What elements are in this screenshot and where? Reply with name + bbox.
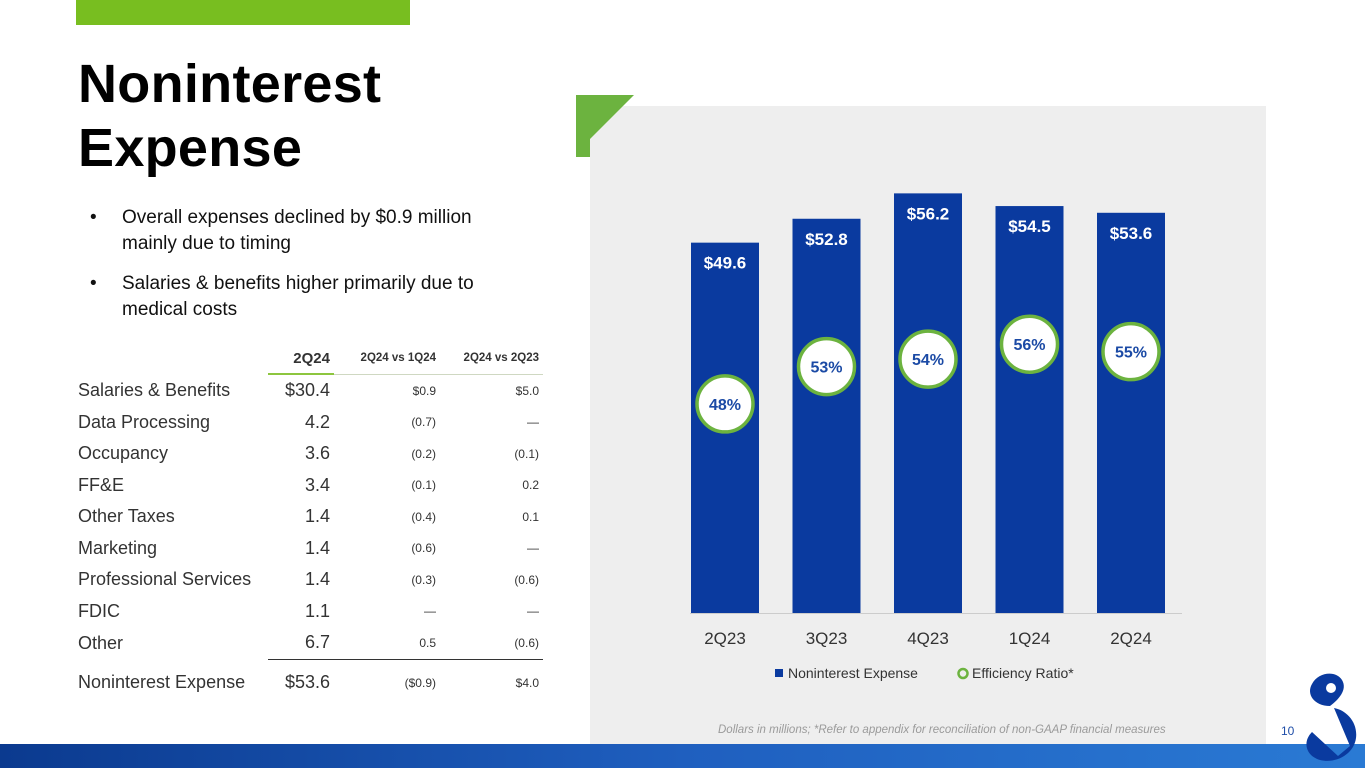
row-value: 6.7	[268, 627, 334, 660]
table-header-row: 2Q24 2Q24 vs 1Q24 2Q24 vs 2Q23	[74, 343, 543, 375]
title-line-1: Noninterest	[78, 54, 382, 114]
row-label: FDIC	[78, 600, 120, 621]
total-value: $53.6	[284, 672, 330, 692]
row-label: Other Taxes	[78, 506, 175, 527]
efficiency-ratio-label: 55%	[1115, 345, 1147, 362]
legend-swatch-ratio	[957, 667, 969, 680]
bar-noninterest-expense	[995, 206, 1064, 614]
row-label: Data Processing	[78, 411, 211, 432]
row-change-quarter: (0.1)	[411, 478, 436, 493]
row-change-quarter: (0.3)	[411, 572, 436, 587]
legend-label-ratio: Efficiency Ratio*	[972, 665, 1074, 681]
x-tick-label: 2Q24	[1110, 629, 1152, 648]
row-change-year: —	[527, 604, 539, 619]
footer-band	[0, 744, 1365, 768]
table-row: Marketing 1.4 (0.6) —	[74, 533, 543, 565]
row-change-quarter: $0.9	[412, 383, 436, 398]
row-change-quarter: (0.6)	[411, 541, 436, 556]
bullet-list: Overall expenses declined by $0.9 millio…	[90, 205, 530, 337]
x-tick-label: 1Q24	[1009, 629, 1051, 648]
efficiency-ratio-label: 54%	[912, 352, 944, 369]
row-value: 1.4	[304, 537, 330, 558]
efficiency-ratio-label: 48%	[709, 397, 741, 414]
row-change-year: 0.1	[522, 509, 539, 524]
row-value: 1.4	[304, 569, 330, 590]
row-value: $30.4	[284, 380, 330, 401]
bullet-item: Overall expenses declined by $0.9 millio…	[90, 205, 530, 257]
row-value: 4.2	[304, 411, 330, 432]
x-tick-label: 4Q23	[907, 629, 949, 648]
x-tick-label: 3Q23	[806, 629, 848, 648]
efficiency-ratio-label: 53%	[810, 360, 842, 377]
expense-table: 2Q24 2Q24 vs 1Q24 2Q24 vs 2Q23 Salaries …	[74, 343, 543, 706]
total-change-year: $4.0	[515, 675, 539, 690]
bar-noninterest-expense	[894, 193, 962, 613]
header-2q24: 2Q24	[268, 343, 334, 375]
legend-swatch-expense	[775, 669, 783, 677]
header-vs-1q24: 2Q24 vs 1Q24	[334, 343, 440, 375]
corner-accent-icon	[576, 95, 634, 157]
row-value: 1.4	[304, 506, 330, 527]
footnote: Dollars in millions; *Refer to appendix …	[718, 724, 1166, 736]
bar-value-label: $56.2	[907, 204, 950, 223]
row-change-year: (0.1)	[514, 446, 539, 461]
page-number: 10	[1281, 724, 1295, 738]
total-label: Noninterest Expense	[78, 671, 246, 692]
total-change-quarter: ($0.9)	[404, 675, 436, 690]
bar-value-label: $49.6	[704, 254, 747, 273]
table-row: Professional Services 1.4 (0.3) (0.6)	[74, 564, 543, 596]
x-tick-label: 2Q23	[704, 629, 746, 648]
bar-value-label: $52.8	[805, 230, 848, 249]
row-value: 1.1	[304, 600, 330, 621]
row-label: Other	[78, 632, 124, 653]
bullet-item: Salaries & benefits higher primarily due…	[90, 271, 530, 323]
row-change-year: 0.2	[522, 478, 539, 493]
row-label: Occupancy	[78, 443, 169, 464]
efficiency-ratio-point	[898, 329, 958, 389]
bar-noninterest-expense	[1097, 212, 1165, 613]
efficiency-ratio-label: 56%	[1013, 337, 1045, 354]
bar-value-label: $53.6	[1110, 224, 1153, 243]
table-row: Salaries & Benefits $30.4 $0.9 $5.0	[74, 374, 543, 407]
row-change-quarter: 0.5	[334, 627, 440, 660]
row-value: 3.6	[304, 443, 330, 464]
row-change-year: (0.6)	[440, 627, 543, 660]
efficiency-ratio-point	[695, 374, 755, 434]
row-change-year: —	[527, 415, 539, 430]
row-change-quarter: (0.4)	[411, 509, 436, 524]
legend-label-expense: Noninterest Expense	[788, 665, 918, 681]
row-label: Professional Services	[78, 569, 252, 590]
row-value: 3.4	[304, 474, 330, 495]
table-row: FF&E 3.4 (0.1) 0.2	[74, 470, 543, 502]
accent-bar	[76, 0, 410, 25]
row-change-year: —	[527, 541, 539, 556]
table-row: Other Taxes 1.4 (0.4) 0.1	[74, 501, 543, 533]
table-total-row: Noninterest Expense $53.6 ($0.9) $4.0	[74, 659, 543, 706]
efficiency-ratio-point	[1101, 321, 1161, 382]
row-change-quarter: (0.2)	[411, 446, 436, 461]
row-change-quarter: (0.7)	[411, 415, 436, 430]
title-line-2: Expense	[78, 118, 303, 178]
efficiency-ratio-point	[796, 336, 857, 397]
row-label: FF&E	[78, 474, 125, 495]
header-vs-2q23: 2Q24 vs 2Q23	[440, 343, 543, 375]
row-change-year: $5.0	[515, 383, 539, 398]
row-change-year: (0.6)	[514, 572, 539, 587]
bar-value-label: $54.5	[1008, 217, 1051, 236]
efficiency-ratio-point	[999, 314, 1060, 374]
page-title: Noninterest Expense	[78, 52, 381, 180]
row-change-quarter: —	[424, 604, 436, 619]
table-row: Other 6.7 0.5 (0.6)	[74, 627, 543, 660]
table-row: Occupancy 3.6 (0.2) (0.1)	[74, 438, 543, 470]
row-label: Salaries & Benefits	[78, 379, 231, 400]
bar-noninterest-expense	[792, 218, 861, 613]
row-label: Marketing	[78, 537, 158, 558]
ampersand-logo-icon	[1306, 673, 1357, 761]
table-row: Data Processing 4.2 (0.7) —	[74, 407, 543, 439]
table-row: FDIC 1.1 — —	[74, 596, 543, 628]
